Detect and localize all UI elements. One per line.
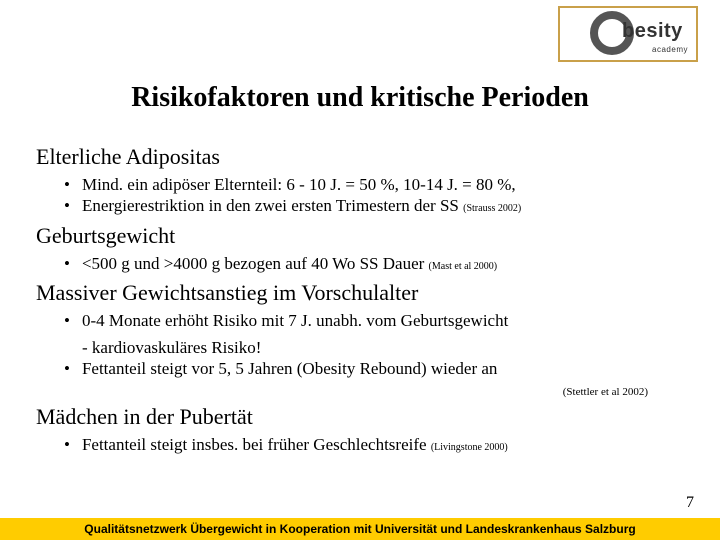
section-geburtsgewicht: Geburtsgewicht <500 g und >4000 g bezoge… [36,223,684,274]
bullet-item: Fettanteil steigt insbes. bei früher Ges… [64,434,684,455]
bullet-item: 0-4 Monate erhöht Risiko mit 7 J. unabh.… [64,310,684,331]
slide-title: Risikofaktoren und kritische Perioden [36,82,684,114]
citation: (Mast et al 2000) [429,261,498,272]
slide-body: Risikofaktoren und kritische Perioden El… [0,0,720,455]
citation-right: (Stettler et al 2002) [36,386,684,398]
section-heading: Mädchen in der Pubertät [36,404,684,430]
section-heading: Elterliche Adipositas [36,144,684,170]
section-elterliche: Elterliche Adipositas Mind. ein adipöser… [36,144,684,217]
bullet-item: Energierestriktion in den zwei ersten Tr… [64,195,684,216]
footer-bar: Qualitätsnetzwerk Übergewicht in Koopera… [0,518,720,540]
section-vorschulalter: Massiver Gewichtsanstieg im Vorschulalte… [36,280,684,398]
logo-sub-text: academy [652,45,688,54]
logo: besity academy [558,6,698,62]
citation: (Livingstone 2000) [431,442,508,453]
bullet-item: <500 g und >4000 g bezogen auf 40 Wo SS … [64,253,684,274]
section-heading: Geburtsgewicht [36,223,684,249]
bullet-subline: - kardiovaskuläres Risiko! [36,337,684,358]
logo-main-text: besity [622,20,683,43]
page-number: 7 [686,494,694,512]
section-heading: Massiver Gewichtsanstieg im Vorschulalte… [36,280,684,306]
citation: (Strauss 2002) [463,203,521,214]
bullet-item: Mind. ein adipöser Elternteil: 6 - 10 J.… [64,174,684,195]
bullet-item: Fettanteil steigt vor 5, 5 Jahren (Obesi… [64,358,684,379]
section-maedchen: Mädchen in der Pubertät Fettanteil steig… [36,404,684,455]
